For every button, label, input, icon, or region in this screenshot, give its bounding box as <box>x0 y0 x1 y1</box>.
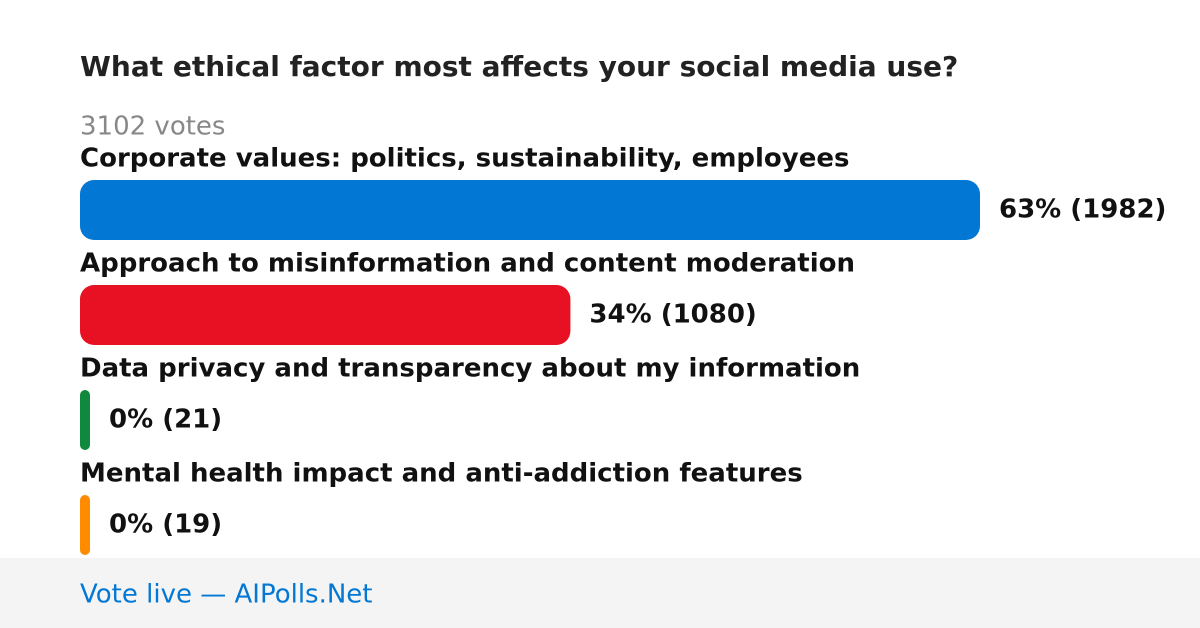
bar <box>80 180 980 240</box>
option-label: Mental health impact and anti-addiction … <box>80 459 803 489</box>
value-label: 34% (1080) <box>589 300 756 330</box>
chart-title: What ethical factor most affects your so… <box>80 50 958 83</box>
option-label: Corporate values: politics, sustainabili… <box>80 144 850 174</box>
footer-link[interactable]: Vote live — AIPolls.Net <box>80 580 373 610</box>
bar <box>80 390 90 450</box>
option-label: Data privacy and transparency about my i… <box>80 354 860 384</box>
footer-band <box>0 558 1200 628</box>
value-label: 0% (19) <box>109 510 222 540</box>
value-label: 0% (21) <box>109 405 222 435</box>
option-label: Approach to misinformation and content m… <box>80 249 855 279</box>
bar <box>80 495 90 555</box>
subtitle: 3102 votes <box>80 112 225 142</box>
bar <box>80 285 571 345</box>
value-label: 63% (1982) <box>999 195 1166 225</box>
